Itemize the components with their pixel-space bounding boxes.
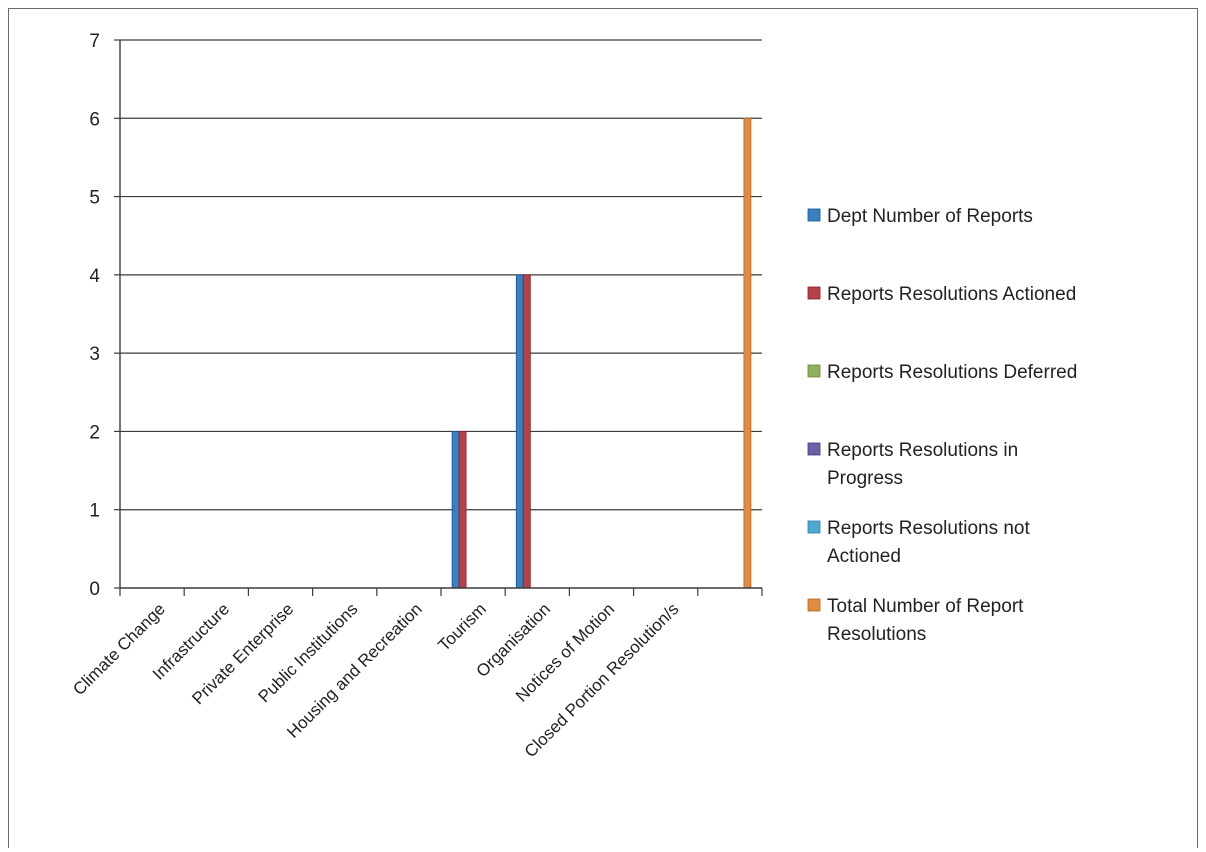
legend-swatch bbox=[807, 364, 821, 378]
x-category-label: Tourism bbox=[434, 599, 490, 655]
legend-label: Dept Number of Reports bbox=[827, 206, 1033, 227]
bar bbox=[458, 431, 467, 589]
bar bbox=[743, 117, 752, 589]
y-tick-label: 0 bbox=[89, 579, 100, 600]
y-tick-label: 3 bbox=[89, 344, 100, 365]
y-tick-label: 5 bbox=[89, 188, 100, 209]
axes bbox=[114, 39, 763, 596]
legend-label: Reports Resolutions in Progress bbox=[827, 440, 1018, 489]
legend-label: Total Number of Report Resolutions bbox=[827, 596, 1024, 645]
y-tick-label: 7 bbox=[89, 31, 100, 52]
x-category-label: Housing and Recreation bbox=[283, 599, 425, 741]
legend-swatch bbox=[807, 208, 821, 222]
legend-label: Reports Resolutions Deferred bbox=[827, 362, 1077, 383]
legend-swatch bbox=[807, 286, 821, 300]
legend-swatch bbox=[807, 520, 821, 534]
y-tick-label: 1 bbox=[89, 501, 100, 522]
gridlines bbox=[120, 39, 762, 511]
y-tick-label: 2 bbox=[89, 422, 100, 443]
bar bbox=[451, 431, 460, 589]
y-tick-label: 6 bbox=[89, 109, 100, 130]
legend: Dept Number of Reports Reports Resolution… bbox=[807, 206, 1077, 645]
legend-swatch bbox=[807, 598, 821, 612]
bar bbox=[515, 274, 524, 589]
legend-swatch bbox=[807, 442, 821, 456]
bar bbox=[522, 274, 531, 589]
legend-label: Reports Resolutions Actioned bbox=[827, 284, 1076, 305]
chart-frame bbox=[8, 8, 1198, 848]
y-tick-label: 4 bbox=[89, 266, 100, 287]
x-category-label: Climate Change bbox=[69, 599, 169, 699]
legend-label: Reports Resolutions not Actioned bbox=[827, 518, 1030, 567]
